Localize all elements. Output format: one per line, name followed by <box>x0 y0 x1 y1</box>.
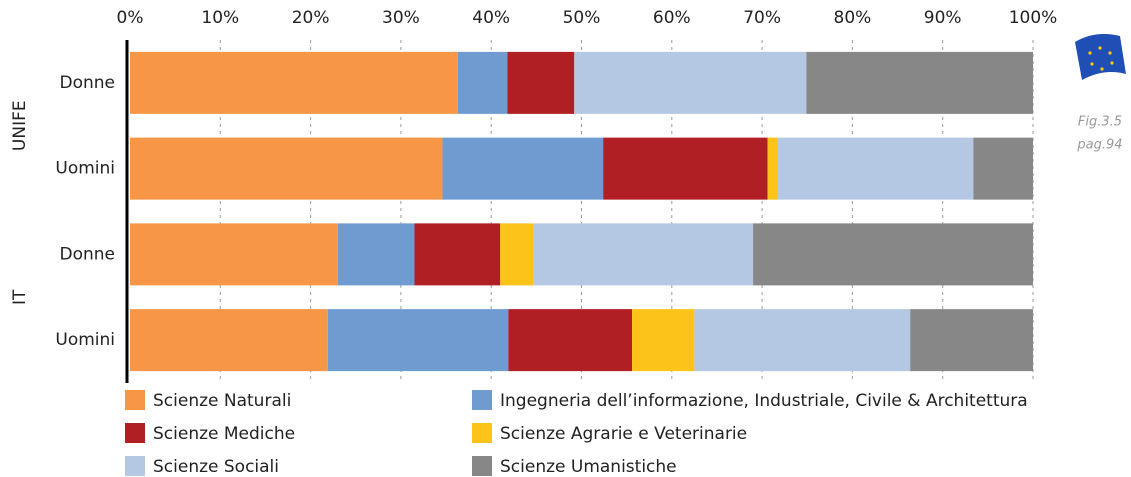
legend-label: Scienze Agrarie e Veterinarie <box>500 424 747 444</box>
legend-swatch <box>472 390 492 410</box>
bar-segment <box>603 137 768 200</box>
bar-segment <box>973 137 1033 200</box>
x-tick-label: 10% <box>201 8 239 28</box>
x-tick-label: 80% <box>834 8 872 28</box>
bar-segment <box>130 137 443 200</box>
x-tick-label: 90% <box>924 8 962 28</box>
bar-segment <box>533 223 754 286</box>
x-tick-label: 60% <box>653 8 691 28</box>
x-tick-label: 50% <box>563 8 601 28</box>
x-tick-label: 0% <box>117 8 144 28</box>
bar-segment <box>130 223 338 286</box>
legend-swatch <box>125 423 145 443</box>
bar-segment <box>694 309 911 372</box>
bar-segment <box>632 309 695 372</box>
annotation: pag.94 <box>1076 138 1122 153</box>
bar-segment <box>806 51 1033 114</box>
x-tick-label: 40% <box>472 8 510 28</box>
legend-label: Scienze Umanistiche <box>500 457 677 477</box>
bar-segment <box>457 51 508 114</box>
bar-segment <box>777 137 974 200</box>
bar-segment <box>574 51 807 114</box>
bar-segment <box>507 51 575 114</box>
legend-swatch <box>125 390 145 410</box>
bar-segment <box>753 223 1033 286</box>
bar-segment <box>414 223 501 286</box>
legend-label: Scienze Mediche <box>153 424 295 444</box>
y-tick-label: Donne <box>60 73 116 93</box>
y-tick-label: Uomini <box>55 330 115 350</box>
bar-segment <box>327 309 509 372</box>
group-label: UNIFE <box>10 100 30 151</box>
bar-segment <box>767 137 778 200</box>
bar-segment <box>500 223 534 286</box>
y-tick-label: Donne <box>60 244 116 264</box>
bar-segment <box>337 223 415 286</box>
x-tick-label: 100% <box>1009 8 1058 28</box>
x-tick-label: 20% <box>292 8 330 28</box>
x-tick-label: 70% <box>743 8 781 28</box>
eu-flag <box>1075 34 1126 80</box>
legend-label: Scienze Sociali <box>153 457 279 477</box>
x-tick-label: 30% <box>382 8 420 28</box>
legend-swatch <box>472 456 492 476</box>
legend-label: Scienze Naturali <box>153 391 291 411</box>
legend-swatch <box>125 456 145 476</box>
bar-segment <box>508 309 633 372</box>
bar-segment <box>130 309 328 372</box>
group-label: IT <box>10 289 30 305</box>
annotation: Fig.3.5 <box>1078 115 1122 130</box>
bar-segment <box>442 137 604 200</box>
bar-segment <box>130 51 458 114</box>
legend-label: Ingegneria dell’informazione, Industrial… <box>500 391 1028 411</box>
bar-segment <box>910 309 1033 372</box>
y-tick-label: Uomini <box>55 159 115 179</box>
legend-swatch <box>472 423 492 443</box>
